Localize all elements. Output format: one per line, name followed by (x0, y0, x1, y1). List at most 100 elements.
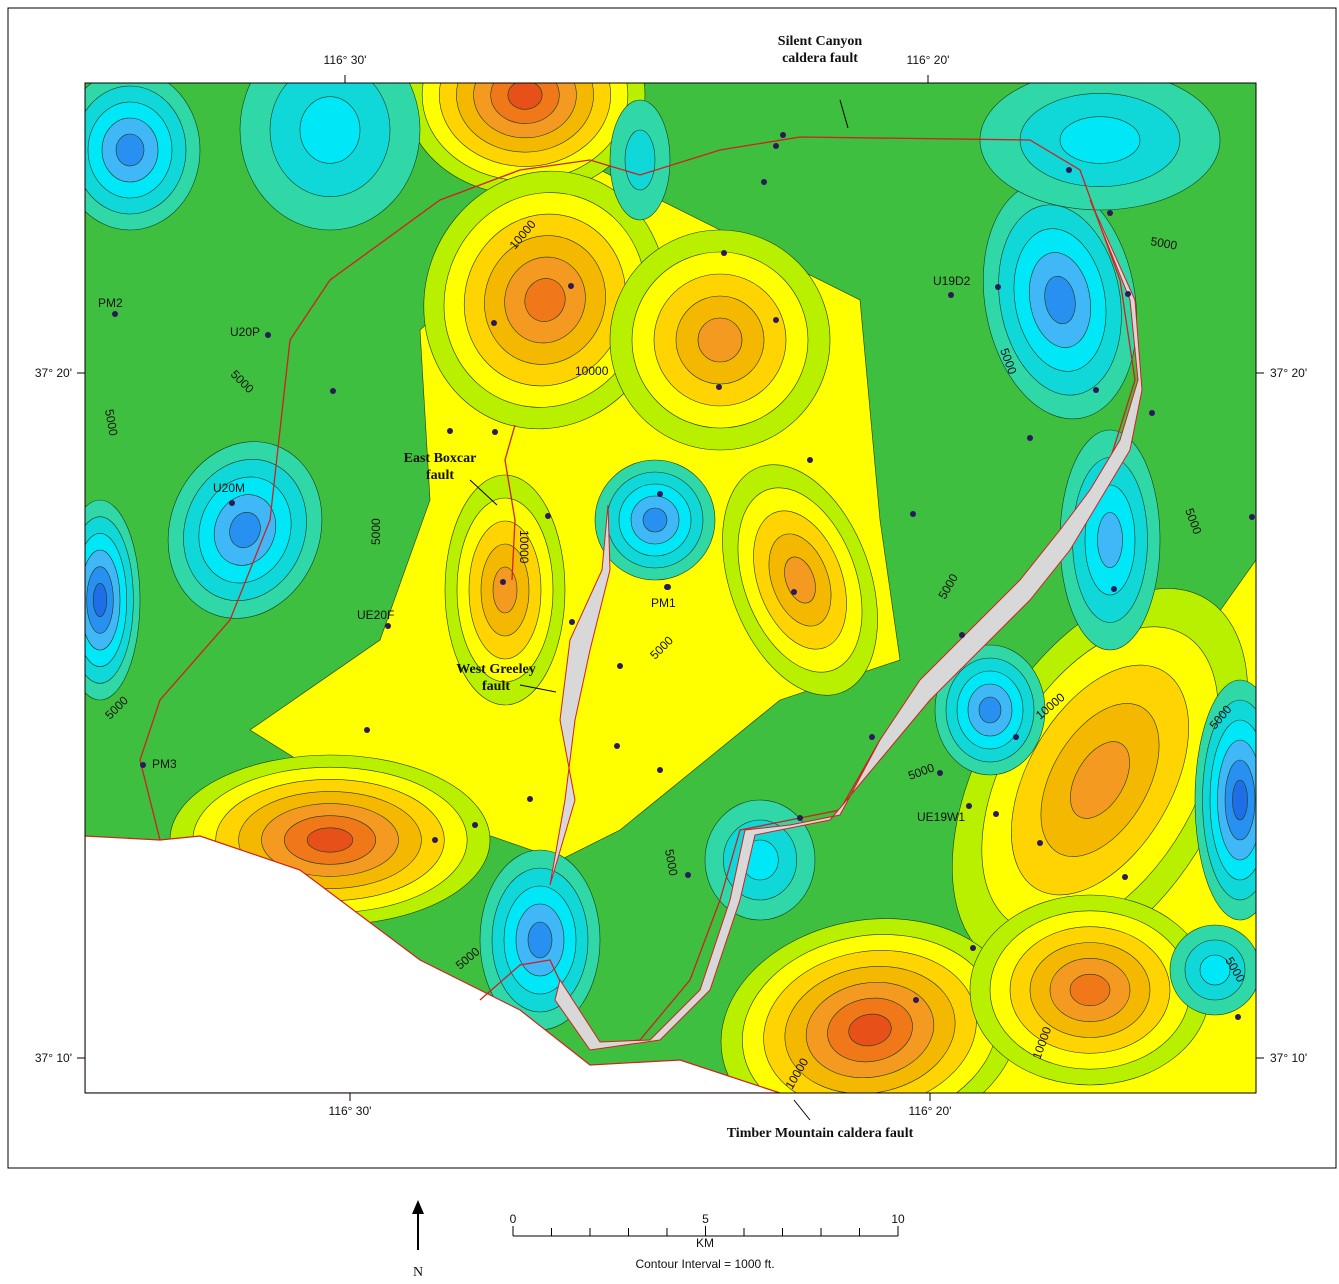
well-dot (1249, 514, 1255, 520)
well-dot (614, 743, 620, 749)
contour-interval: Contour Interval = 1000 ft. (635, 1257, 774, 1271)
scale-label: 10 (891, 1212, 905, 1226)
well-label: U20P (230, 325, 260, 339)
well-dot (657, 491, 663, 497)
well-dot (617, 663, 623, 669)
well-dot (1125, 291, 1131, 297)
well-dot (447, 428, 453, 434)
well-dot (1037, 840, 1043, 846)
well-dot (385, 623, 391, 629)
fault-label-line: fault (426, 468, 454, 483)
longitude-label: 116° 20' (909, 1104, 952, 1118)
north-label: N (413, 1265, 423, 1279)
well-dot (948, 292, 954, 298)
well-dot (773, 143, 779, 149)
well-dot (432, 837, 438, 843)
fault-label-line: caldera fault (782, 51, 858, 66)
fault-label-line: West Greeley (456, 662, 535, 677)
well-dot (910, 511, 916, 517)
contour-zone (979, 697, 1001, 723)
well-dot (665, 584, 671, 590)
well-dot (761, 179, 767, 185)
contour-zone (508, 81, 542, 110)
well-label: UE19W1 (917, 810, 965, 824)
well-dot (993, 811, 999, 817)
well-dot (140, 762, 146, 768)
well-dot (937, 770, 943, 776)
fault-label-line: East Boxcar (404, 451, 477, 466)
contour-zone (1098, 513, 1123, 568)
fault-label: Silent Canyon caldera fault (778, 34, 863, 66)
well-dot (913, 997, 919, 1003)
longitude-label: 116° 30' (324, 53, 367, 67)
contour-label: 10000 (575, 364, 609, 378)
contour-zone (116, 134, 144, 166)
well-dot (1093, 387, 1099, 393)
contour-zone (307, 828, 353, 852)
contour-zone (625, 130, 655, 190)
well-label: PM2 (98, 296, 123, 310)
page: PM2 U20P U20M UE20F PM3 PM1 U19D2 UE19W1 10000 10… (0, 0, 1339, 1279)
well-dot (797, 815, 803, 821)
scale-label: 0 (510, 1212, 517, 1226)
well-dot (791, 589, 797, 595)
well-dot (1235, 1014, 1241, 1020)
well-dot (229, 500, 235, 506)
fault-label: Timber Mountain caldera fault (727, 1126, 914, 1141)
well-dot (527, 796, 533, 802)
longitude-label: 116° 20' (907, 53, 950, 67)
well-label: U20M (213, 481, 245, 495)
well-dot (970, 945, 976, 951)
longitude-label: 116° 30' (329, 1104, 372, 1118)
well-dot (657, 767, 663, 773)
well-dot (869, 734, 875, 740)
contour-zone (300, 97, 360, 164)
contour-zone (528, 922, 552, 958)
latitude-label: 37° 10' (1270, 1051, 1307, 1065)
scale-unit: KM (696, 1236, 714, 1250)
well-dot (265, 332, 271, 338)
well-dot (491, 320, 497, 326)
contour-zone (1070, 974, 1110, 1006)
latitude-label: 37° 20' (35, 366, 72, 380)
contour-zone (493, 567, 517, 613)
contour-label: 5000 (369, 518, 383, 545)
contour-zone (1233, 780, 1248, 820)
north-arrow-head (412, 1200, 424, 1214)
well-dot (773, 317, 779, 323)
contour-zone (698, 318, 742, 362)
well-label: PM1 (651, 596, 676, 610)
well-dot (112, 311, 118, 317)
well-dot (1027, 435, 1033, 441)
contour-map: PM2U20PU20MUE20FPM3PM1U19D2UE19W11000010… (60, 0, 1309, 1164)
well-label: UE20F (357, 608, 394, 622)
well-dot (569, 619, 575, 625)
well-dot (492, 429, 498, 435)
well-dot (721, 250, 727, 256)
well-dot (500, 579, 506, 585)
well-dot (995, 284, 1001, 290)
well-label: U19D2 (933, 274, 971, 288)
well-dot (1122, 874, 1128, 880)
latitude-label: 37° 10' (35, 1051, 72, 1065)
scale-label: 5 (702, 1212, 709, 1226)
contour-zone (93, 583, 106, 616)
well-dot (1111, 586, 1117, 592)
fault-label-line: Silent Canyon (778, 34, 863, 49)
contour-zone (643, 508, 667, 532)
well-dot (472, 822, 478, 828)
well-dot (1066, 167, 1072, 173)
fault-label-line: fault (482, 679, 510, 694)
well-label: PM3 (152, 757, 177, 771)
well-dot (959, 632, 965, 638)
latitude-label: 37° 20' (1270, 366, 1307, 380)
well-dot (1149, 410, 1155, 416)
well-dot (685, 872, 691, 878)
well-dot (1107, 210, 1113, 216)
well-dot (568, 283, 574, 289)
well-dot (545, 513, 551, 519)
well-dot (780, 132, 786, 138)
well-dot (966, 803, 972, 809)
well-dot (807, 457, 813, 463)
leader (794, 1100, 810, 1120)
